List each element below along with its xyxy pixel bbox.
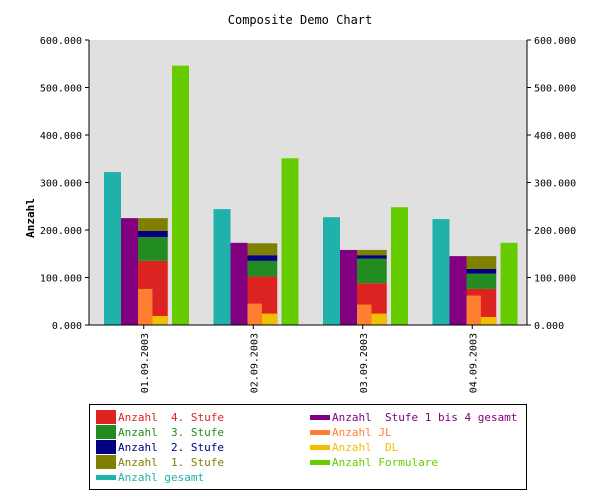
legend-swatch: [310, 414, 330, 420]
bar-formulare-1: [172, 65, 189, 326]
legend-label: Anzahl 3. Stufe: [118, 425, 224, 439]
y-tick-label-left: 400.000: [40, 131, 82, 142]
bar-stufe_gesamt-3: [340, 249, 357, 325]
bar-dl-2: [261, 313, 278, 325]
legend-label: Anzahl 4. Stufe: [118, 410, 224, 424]
legend-swatch: [96, 410, 116, 424]
x-tick-label: 04.09.2003: [468, 333, 479, 393]
x-tick-label: 01.09.2003: [140, 333, 151, 393]
y-tick-label-left: 600.000: [40, 36, 82, 47]
y-tick-label-right: 200.000: [534, 226, 576, 237]
legend-label: Anzahl DL: [332, 440, 399, 454]
bar-gesamt-2: [213, 209, 231, 325]
x-tick-label: 02.09.2003: [249, 333, 260, 393]
bar-stufe3-3: [357, 258, 387, 284]
y-tick-label-right: 400.000: [534, 131, 576, 142]
bar-stufe1-3: [357, 249, 387, 256]
bar-stufe_gesamt-1: [121, 218, 138, 325]
legend-swatch: [96, 425, 116, 439]
legend-swatch: [96, 455, 116, 469]
legend-item-formulare: Anzahl Formulare: [310, 455, 438, 469]
y-tick-label-left: 0.000: [52, 321, 82, 332]
bar-formulare-2: [281, 158, 299, 325]
y-tick-label-right: 100.000: [534, 274, 576, 285]
y-tick-label-left: 100.000: [40, 274, 82, 285]
legend-label: Anzahl 2. Stufe: [118, 440, 224, 454]
legend-swatch: [96, 440, 116, 454]
bar-gesamt-4: [432, 219, 450, 325]
legend-item-stufe3: Anzahl 3. Stufe: [96, 425, 224, 439]
y-tick-label-right: 0.000: [534, 321, 564, 332]
legend-label: Anzahl gesamt: [118, 470, 205, 484]
legend-item-stufe-gesamt: Anzahl Stufe 1 bis 4 gesamt: [310, 410, 517, 424]
bar-stufe3-4: [466, 273, 497, 289]
y-tick-label-right: 500.000: [534, 84, 576, 95]
bar-stufe2-4: [466, 268, 497, 274]
bar-gesamt-3: [323, 217, 340, 325]
bar-stufe3-2: [247, 260, 278, 277]
x-tick-label: 03.09.2003: [359, 333, 370, 393]
legend-swatch: [310, 459, 330, 465]
legend-label: Anzahl Formulare: [332, 455, 438, 469]
bar-stufe1-2: [247, 243, 278, 256]
legend-item-dl: Anzahl DL: [310, 440, 398, 454]
bar-dl-1: [152, 315, 168, 325]
legend-swatch: [310, 444, 330, 450]
bars: [104, 65, 518, 326]
legend-label: Anzahl Stufe 1 bis 4 gesamt: [332, 410, 518, 424]
bar-formulare-4: [500, 242, 518, 325]
bar-formulare-3: [391, 207, 408, 325]
bar-stufe2-2: [247, 255, 278, 261]
bar-stufe2-3: [357, 255, 387, 259]
y-tick-label-left: 200.000: [40, 226, 82, 237]
legend-item-stufe1: Anzahl 1. Stufe: [96, 455, 224, 469]
bar-stufe1-1: [138, 218, 168, 231]
chart-title: Composite Demo Chart: [228, 13, 373, 27]
bar-stufe_gesamt-2: [230, 242, 248, 325]
bar-jl-4: [466, 295, 481, 325]
bar-stufe2-1: [138, 230, 168, 238]
legend-label: Anzahl JL: [332, 425, 392, 439]
legend-swatch: [310, 429, 330, 435]
bar-gesamt-1: [104, 172, 121, 325]
legend-item-jl: Anzahl JL: [310, 425, 392, 439]
bar-stufe_gesamt-4: [449, 256, 467, 325]
legend-item-stufe2: Anzahl 2. Stufe: [96, 440, 224, 454]
y-tick-label-left: 300.000: [40, 179, 82, 190]
legend-item-stufe4: Anzahl 4. Stufe: [96, 410, 224, 424]
bar-stufe3-1: [138, 237, 168, 261]
legend: Anzahl 4. Stufe Anzahl Stufe 1 bis 4 gesa…: [89, 404, 527, 490]
bar-stufe1-4: [466, 256, 497, 269]
legend-label: Anzahl 1. Stufe: [118, 455, 224, 469]
bar-jl-3: [357, 304, 372, 325]
y-tick-label-right: 300.000: [534, 179, 576, 190]
bar-jl-2: [247, 303, 262, 325]
bar-jl-1: [138, 288, 153, 325]
axes: 0.000 0.000 100.000 100.000 200.000 200.000 30…: [40, 36, 576, 393]
bar-dl-3: [371, 313, 387, 325]
legend-swatch: [96, 474, 116, 480]
legend-item-gesamt: Anzahl gesamt: [96, 470, 204, 484]
bar-dl-4: [480, 316, 497, 325]
y-tick-label-left: 500.000: [40, 84, 82, 95]
y-tick-label-right: 600.000: [534, 36, 576, 47]
y-axis-label: Anzahl: [24, 198, 37, 238]
